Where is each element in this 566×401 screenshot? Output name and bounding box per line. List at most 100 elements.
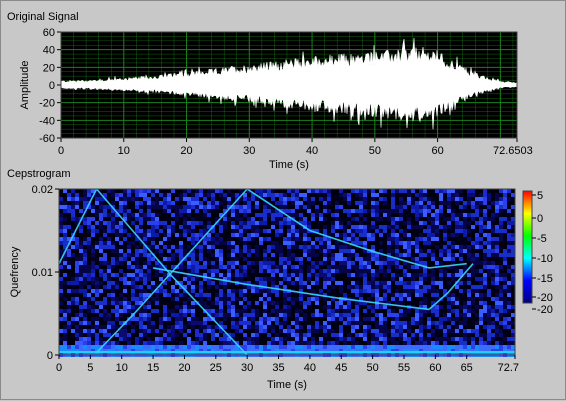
cepstrogram-cell [371,309,375,313]
cepstrogram-cell [59,289,63,293]
cepstrogram-cell [419,277,423,281]
cepstrogram-cell [283,321,287,325]
cepstrogram-cell [83,289,87,293]
cepstrogram-cell [491,253,495,257]
cepstrogram-cell [203,337,207,341]
cepstrogram-cell [99,325,103,329]
cepstrogram-cell [171,285,175,289]
cepstrogram-cell [443,321,447,325]
cepstrogram-cell [403,233,407,237]
cepstrogram-cell [207,265,211,269]
cepstrogram-cell [283,317,287,321]
cepstrogram-cell [403,269,407,273]
cepstrogram-cell [435,233,439,237]
cepstrogram-cell [387,277,391,281]
cepstrogram-cell [187,217,191,221]
cepstrogram-cell [427,277,431,281]
cepstrogram-cell [235,317,239,321]
cepstrogram-cell [255,273,259,277]
cepstrogram-cell [179,201,183,205]
cepstrogram-cell [83,193,87,197]
cepstrogram-cell [475,229,479,233]
cepstrogram-cell [195,341,199,345]
cepstrogram-cell [191,237,195,241]
cepstrogram-cell [483,329,487,333]
cepstrogram-cell [275,205,279,209]
cepstrogram-y-tick-label: 0 [47,350,53,362]
cepstrogram-cell [283,249,287,253]
cepstrogram-cell [287,305,291,309]
cepstrogram-cell [259,333,263,337]
cepstrogram-cell [475,305,479,309]
cepstrogram-cell [195,265,199,269]
cepstrogram-cell [99,209,103,213]
cepstrogram-cell [451,305,455,309]
cepstrogram-cell [123,213,127,217]
cepstrogram-cell [347,197,351,201]
cepstrogram-cell [255,189,259,193]
cepstrogram-curve [428,263,474,310]
cepstrogram-cell [75,293,79,297]
cepstrogram-cell [231,293,235,297]
cepstrogram-cell [299,269,303,273]
cepstrogram-cell [471,281,475,285]
cepstrogram-cell [111,329,115,333]
cepstrogram-cell [171,273,175,277]
cepstrogram-cell [463,265,467,269]
cepstrogram-cell [247,261,251,265]
cepstrogram-cell [439,261,443,265]
cepstrogram-cell [435,253,439,257]
cepstrogram-cell [79,317,83,321]
cepstrogram-cell [215,189,219,193]
cepstrogram-cell [407,193,411,197]
cepstrogram-cell [107,233,111,237]
cepstrogram-cell [375,197,379,201]
cepstrogram-cell [483,189,487,193]
cepstrogram-cell [503,197,507,201]
cepstrogram-cell [283,277,287,281]
cepstrogram-cell [59,205,63,209]
cepstrogram-cell [191,285,195,289]
cepstrogram-cell [463,221,467,225]
cepstrogram-cell [79,229,83,233]
cepstrogram-cell [467,273,471,277]
cepstrogram-cell [299,225,303,229]
cepstrogram-cell [319,201,323,205]
cepstrogram-cell [503,285,507,289]
cepstrogram-cell [259,253,263,257]
cepstrogram-cell [375,273,379,277]
cepstrogram-cell [443,237,447,241]
cepstrogram-cell [463,197,467,201]
cepstrogram-cell [95,197,99,201]
cepstrogram-cell [63,325,67,329]
cepstrogram-cell [219,301,223,305]
cepstrogram-cell [283,253,287,257]
cepstrogram-cell [483,257,487,261]
cepstrogram-cell [359,313,363,317]
cepstrogram-cell [295,245,299,249]
cepstrogram-cell [223,257,227,261]
cepstrogram-cell [163,213,167,217]
cepstrogram-cell [415,201,419,205]
cepstrogram-cell [271,253,275,257]
cepstrogram-cell [71,309,75,313]
cepstrogram-cell [303,325,307,329]
cepstrogram-cell [335,309,339,313]
cepstrogram-cell [295,265,299,269]
cepstrogram-cell [91,325,95,329]
cepstrogram-cell [239,221,243,225]
cepstrogram-cell [395,213,399,217]
cepstrogram-cell [499,277,503,281]
cepstrogram-cell [147,309,151,313]
cepstrogram-cell [423,253,427,257]
cepstrogram-cell [335,329,339,333]
cepstrogram-cell [271,197,275,201]
cepstrogram-cell [503,245,507,249]
cepstrogram-cell [307,317,311,321]
cepstrogram-cell [135,305,139,309]
cepstrogram-cell [215,285,219,289]
cepstrogram-cell [79,345,83,349]
cepstrogram-cell [407,325,411,329]
